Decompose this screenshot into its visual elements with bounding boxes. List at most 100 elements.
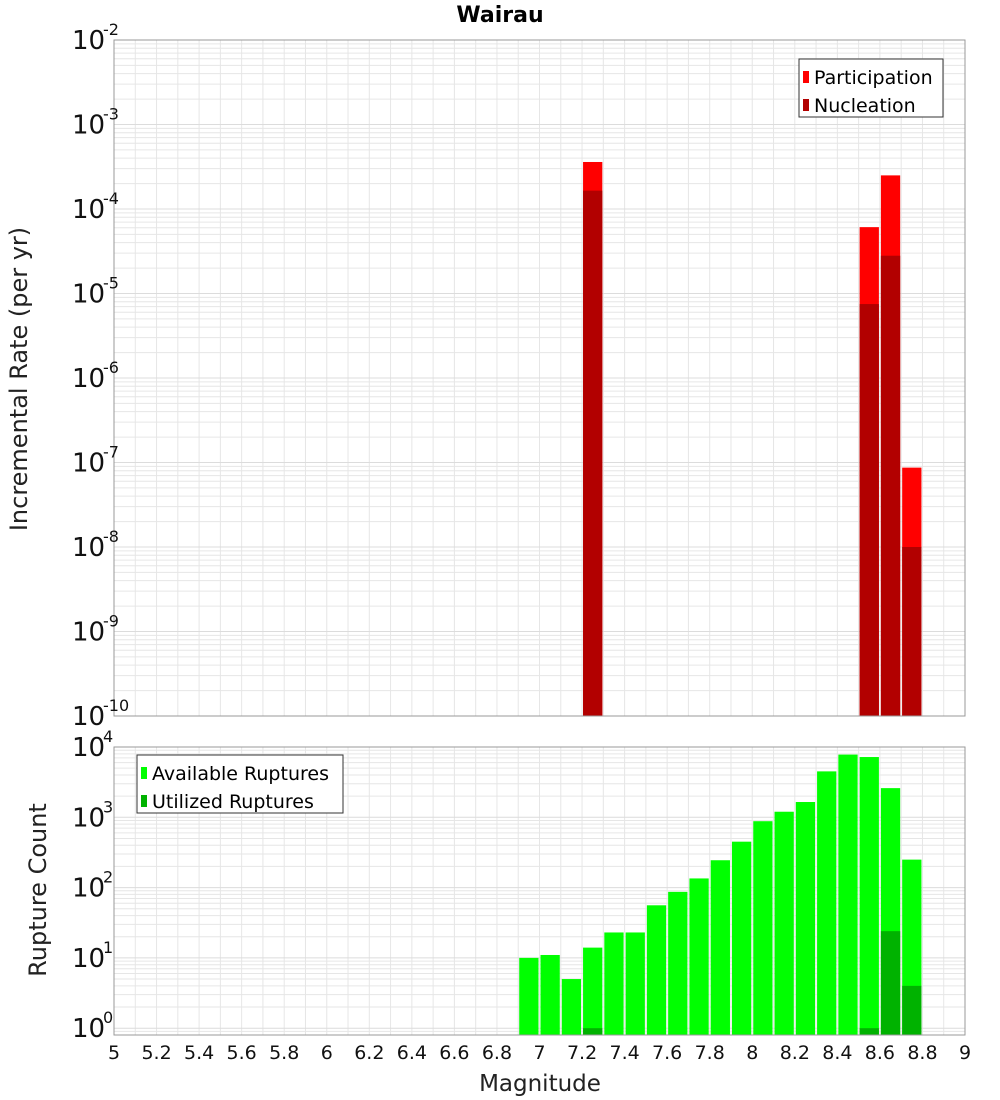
- bar-utilized-ruptures: [583, 1028, 603, 1035]
- legend-label: Participation: [814, 67, 933, 89]
- x-tick-label: 5.2: [141, 1042, 171, 1064]
- top-panel-grid: [113, 39, 966, 717]
- bottom-panel-bars: [519, 754, 922, 1035]
- legend-label: Utilized Ruptures: [152, 791, 314, 813]
- bar-available-ruptures: [774, 811, 794, 1035]
- legend-swatch: [803, 71, 809, 83]
- bar-nucleation: [902, 547, 922, 716]
- x-tick-label: 6.2: [354, 1042, 384, 1064]
- y-tick-label: 10: [72, 533, 105, 563]
- y-tick-label: 10: [72, 944, 105, 974]
- bar-available-ruptures: [710, 860, 730, 1035]
- x-tick-label: 5: [108, 1042, 120, 1064]
- x-tick-label: 6.4: [397, 1042, 427, 1064]
- x-tick-label: 5.6: [227, 1042, 257, 1064]
- bottom-y-axis-label: Rupture Count: [24, 803, 52, 977]
- bar-available-ruptures: [561, 979, 582, 1035]
- x-tick-label: 6.6: [439, 1042, 469, 1064]
- x-tick-label: 7.8: [695, 1042, 725, 1064]
- bar-available-ruptures: [540, 954, 560, 1035]
- bar-nucleation: [583, 190, 603, 716]
- bar-available-ruptures: [625, 932, 645, 1035]
- bottom-legend: Available Ruptures Utilized Ruptures: [136, 754, 344, 814]
- y-tick-label: 10: [72, 195, 105, 225]
- bar-available-ruptures: [753, 821, 773, 1035]
- x-tick-label: 8.8: [907, 1042, 937, 1064]
- x-tick-label: 6: [321, 1042, 333, 1064]
- x-tick-label: 5.8: [269, 1042, 299, 1064]
- chart-title: Wairau: [456, 3, 543, 28]
- x-tick-label: 8.2: [780, 1042, 810, 1064]
- x-axis-ticks: 5 5.2 5.4 5.6 5.8 6 6.2 6.4 6.6 6.8 7 7.2 7.4 7.6 7.8 8…: [108, 1042, 971, 1064]
- y-tick-exponent: 0: [103, 1008, 113, 1027]
- top-legend: Participation Nucleation: [798, 58, 944, 118]
- x-tick-label: 7.2: [567, 1042, 597, 1064]
- y-tick-exponent: 4: [103, 727, 113, 746]
- y-tick-label: 10: [72, 803, 105, 833]
- y-tick-label: 10: [72, 26, 105, 56]
- bar-available-ruptures: [838, 754, 858, 1035]
- x-tick-label: 9: [959, 1042, 971, 1064]
- y-tick-exponent: -4: [103, 189, 119, 208]
- y-tick-exponent: -3: [103, 105, 119, 124]
- x-tick-label: 7.4: [609, 1042, 639, 1064]
- y-tick-exponent: -6: [103, 358, 119, 377]
- x-tick-label: 6.8: [482, 1042, 512, 1064]
- y-tick-label: 10: [72, 364, 105, 394]
- x-tick-label: 8.4: [822, 1042, 852, 1064]
- top-y-axis-label: Incremental Rate (per yr): [5, 227, 33, 531]
- bar-available-ruptures: [519, 957, 539, 1035]
- bar-utilized-ruptures: [880, 931, 901, 1035]
- top-panel-bars: [583, 161, 922, 716]
- bar-available-ruptures: [795, 802, 816, 1035]
- bar-available-ruptures: [646, 905, 667, 1035]
- bar-available-ruptures: [859, 757, 879, 1035]
- y-tick-label: 10: [72, 702, 105, 732]
- y-tick-label: 10: [72, 733, 105, 763]
- y-tick-label: 10: [72, 1014, 105, 1044]
- bar-available-ruptures: [604, 932, 624, 1035]
- bar-available-ruptures: [731, 841, 752, 1035]
- bar-utilized-ruptures: [902, 985, 922, 1035]
- legend-swatch: [803, 99, 809, 111]
- y-tick-exponent: -9: [103, 612, 119, 631]
- y-tick-exponent: 2: [103, 868, 113, 887]
- x-tick-label: 5.4: [184, 1042, 214, 1064]
- bar-utilized-ruptures: [859, 1028, 879, 1035]
- y-tick-exponent: 1: [103, 938, 113, 957]
- bar-available-ruptures: [668, 891, 688, 1035]
- y-tick-exponent: -5: [103, 274, 119, 293]
- bar-nucleation: [859, 304, 879, 716]
- x-tick-label: 7: [533, 1042, 545, 1064]
- legend-label: Nucleation: [814, 95, 916, 117]
- x-tick-label: 8: [746, 1042, 758, 1064]
- y-tick-exponent: 3: [103, 797, 113, 816]
- top-panel-frame: [113, 39, 966, 717]
- y-tick-label: 10: [72, 111, 105, 141]
- bar-available-ruptures: [817, 771, 837, 1035]
- legend-box: [798, 58, 944, 118]
- bar-nucleation: [880, 255, 901, 716]
- y-tick-label: 10: [72, 449, 105, 479]
- x-tick-label: 8.6: [865, 1042, 895, 1064]
- bottom-panel-frame: [113, 746, 966, 1036]
- x-axis-label: Magnitude: [479, 1071, 601, 1097]
- legend-box: [136, 754, 344, 814]
- y-tick-label: 10: [72, 874, 105, 904]
- y-tick-label: 10: [72, 618, 105, 648]
- bar-available-ruptures: [689, 878, 709, 1035]
- y-tick-exponent: -2: [103, 20, 119, 39]
- x-tick-label: 7.6: [652, 1042, 682, 1064]
- y-tick-exponent: -8: [103, 527, 119, 546]
- y-tick-exponent: -10: [103, 696, 129, 715]
- legend-swatch: [141, 795, 147, 807]
- y-tick-label: 10: [72, 280, 105, 310]
- legend-swatch: [141, 767, 147, 779]
- y-tick-exponent: -7: [103, 443, 119, 462]
- legend-label: Available Ruptures: [152, 763, 329, 785]
- bar-available-ruptures: [583, 947, 603, 1035]
